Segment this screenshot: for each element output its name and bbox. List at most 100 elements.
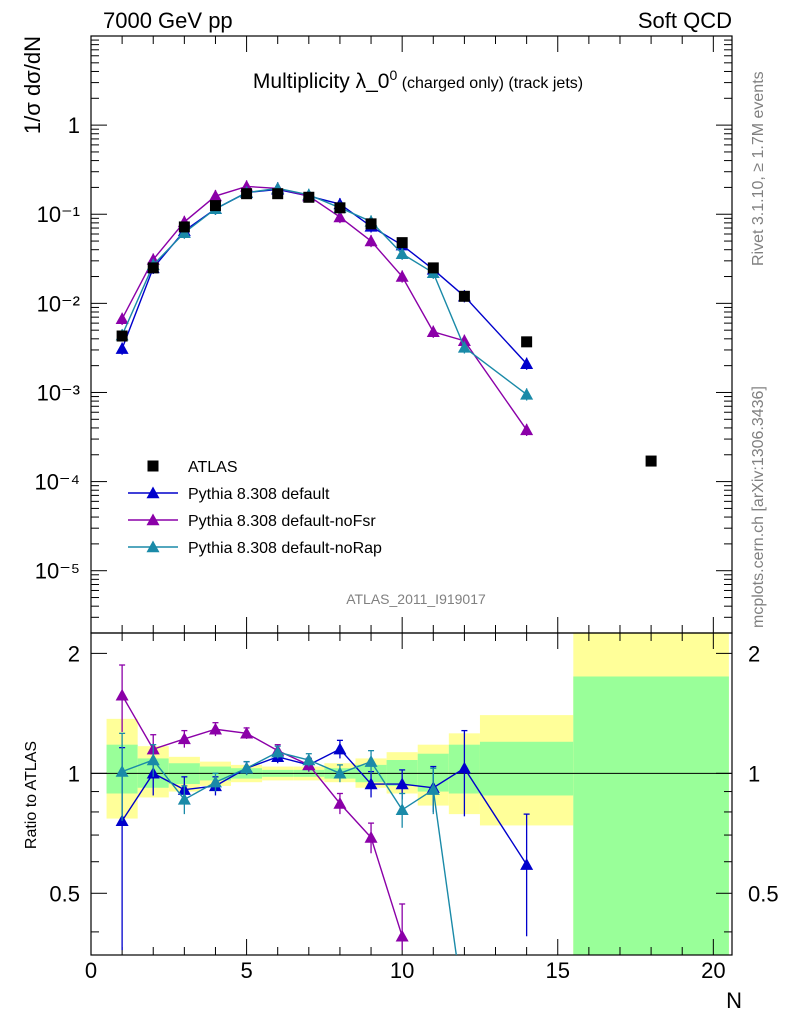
header-right: Soft QCD [638, 8, 732, 33]
svg-text:Multiplicity λ_00 (charged onl: Multiplicity λ_00 (charged only) (track … [253, 67, 583, 93]
ratio-tick-label-left: 1 [68, 761, 80, 786]
y-axis-label: 1/σ dσ/dN [20, 36, 45, 134]
x-tick-label: 15 [546, 958, 570, 983]
tick-labels: 0 5 10 15 20 10⁻⁵ 10⁻⁴ 10⁻³ 10⁻² 10⁻¹ 1 0.5 0.5 1 1 2 2 [34, 113, 778, 983]
data-point [426, 325, 440, 337]
x-tick-label: 5 [240, 958, 252, 983]
y-tick-label: 10⁻² [37, 291, 80, 316]
ratio-point [364, 777, 378, 790]
data-point [334, 202, 346, 214]
data-point [364, 234, 378, 247]
ratio-point [395, 777, 409, 790]
mcplots-label: mcplots.cern.ch [arXiv:1306.3436] [750, 386, 767, 628]
x-axis-label: N [726, 988, 742, 1013]
ratio-tick-label-left: 2 [68, 641, 80, 666]
data-point [303, 191, 315, 203]
x-tick-label: 10 [390, 958, 414, 983]
data-point [396, 237, 408, 249]
legend-marker [147, 460, 159, 472]
ratio-point [240, 726, 254, 739]
ratio-bands [106, 633, 729, 955]
data-point [520, 357, 534, 369]
ratio-frame [90, 632, 733, 956]
header-left: 7000 GeV pp [103, 8, 233, 33]
data-point [116, 330, 128, 342]
ratio-tick-label-left: 0.5 [49, 881, 80, 906]
legend-marker [146, 486, 160, 499]
data-point [115, 342, 129, 354]
ratio-point [271, 745, 285, 758]
ratio-point [333, 797, 347, 809]
ratio-point [115, 688, 129, 701]
ratio-line [121, 694, 403, 937]
ratio-point [364, 755, 378, 767]
data-point [115, 312, 129, 325]
legend-label: Pythia 8.308 default-noRap [188, 540, 382, 557]
ratio-point [333, 766, 347, 779]
x-tick-label: 20 [701, 958, 725, 983]
legend: ATLAS Pythia 8.308 default Pythia 8.308 de… [128, 459, 382, 557]
ratio-tick-label-right: 0.5 [748, 881, 779, 906]
ratio-y-axis-label: Ratio to ATLAS [23, 741, 40, 849]
ratio-line [121, 751, 458, 955]
data-point [209, 200, 221, 212]
data-point [365, 218, 377, 230]
title-main: Multiplicity λ_0 [253, 70, 390, 93]
data-point [458, 290, 470, 302]
ratio-series [115, 664, 534, 955]
data-point [457, 334, 471, 347]
data-point [241, 188, 253, 200]
ratio-point [426, 783, 440, 795]
data-point [272, 188, 284, 200]
plot-frames [90, 35, 733, 956]
data-point [457, 340, 471, 353]
data-point [520, 387, 534, 400]
data-point [520, 423, 534, 436]
ratio-point [520, 858, 534, 870]
y-tick-label: 1 [68, 113, 80, 138]
y-tick-label: 10⁻⁴ [34, 470, 80, 495]
ratio-tick-label-right: 1 [748, 761, 760, 786]
ratio-point [395, 803, 409, 815]
title-sup: 0 [389, 67, 397, 83]
ratio-point [333, 742, 347, 755]
ratio-point [177, 792, 191, 805]
legend-marker [146, 513, 160, 526]
data-point [208, 189, 222, 202]
y-tick-label: 10⁻³ [37, 380, 80, 405]
x-tick-label: 0 [85, 958, 97, 983]
data-point [147, 262, 159, 274]
data-point [395, 270, 409, 282]
title-sub: (charged only) (track jets) [397, 75, 583, 92]
main-series [115, 179, 657, 467]
y-tick-label: 10⁻¹ [37, 202, 80, 227]
data-point [395, 247, 409, 259]
axis-ticks [90, 36, 732, 955]
ratio-point [240, 761, 254, 774]
ratio-point [146, 753, 160, 766]
data-point [521, 336, 533, 348]
rivet-label: Rivet 3.1.10, ≥ 1.7M events [750, 71, 767, 266]
legend-label: ATLAS [188, 459, 238, 476]
legend-marker [146, 540, 160, 553]
ratio-tick-label-right: 2 [748, 641, 760, 666]
legend-label: Pythia 8.308 default [188, 486, 330, 503]
data-point [427, 262, 439, 274]
ratio-point [395, 929, 409, 942]
data-point [178, 221, 190, 233]
chart-title: Multiplicity λ_00 (charged only) (track … [253, 67, 583, 93]
ratio-point [457, 761, 471, 774]
ratio-point [364, 831, 378, 843]
analysis-id: ATLAS_2011_I919017 [346, 591, 486, 607]
band-green [479, 741, 574, 796]
ratio-point [177, 732, 191, 745]
ratio-point [208, 722, 222, 735]
band-green [573, 676, 729, 955]
legend-label: Pythia 8.308 default-noFsr [188, 513, 376, 530]
y-tick-label: 10⁻⁵ [35, 559, 80, 584]
data-point [645, 455, 657, 467]
ratio-point [115, 765, 129, 777]
ratio-point [208, 775, 222, 788]
data-point [333, 210, 347, 223]
